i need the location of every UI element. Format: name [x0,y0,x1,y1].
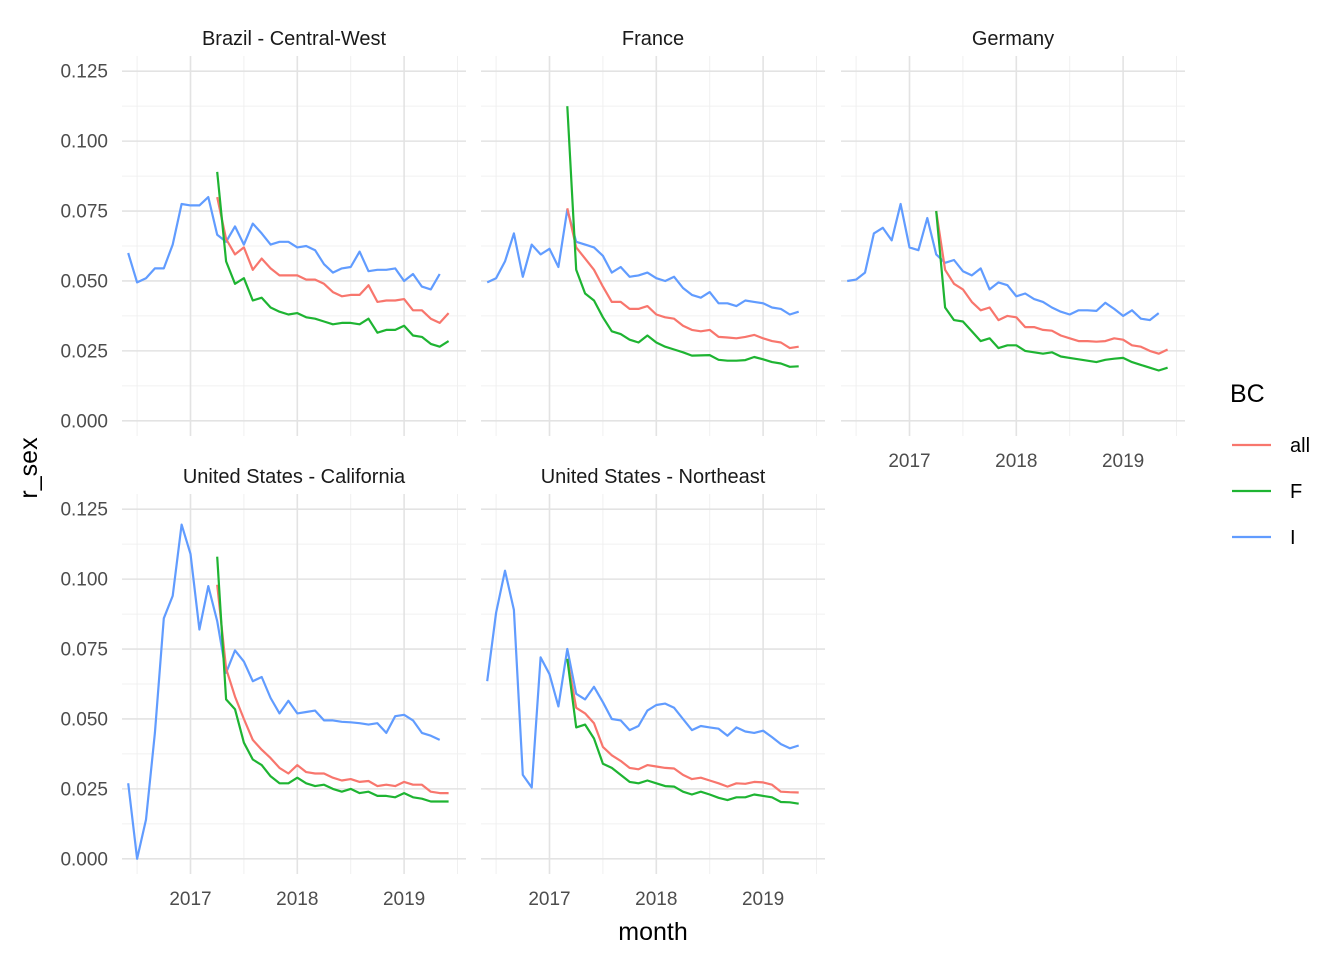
panel-2: Germany [841,28,1185,436]
panel-3: United States - California [122,466,466,874]
legend-label-I: I [1290,527,1296,549]
series-line-F [566,106,799,368]
panel-title: Brazil - Central-West [202,28,387,50]
x-tick-label: 2017 [528,889,570,910]
legend: BC all F I [1230,380,1310,549]
series-line-all [935,210,1169,355]
x-tick-label: 2017 [169,889,211,910]
panel-title: France [622,28,684,50]
series-line-I [127,196,441,291]
axis-labels: 0.000 0.025 0.050 0.075 0.100 0.125 2017 2018 20… [60,62,1144,910]
panel-1: France [481,28,825,436]
y-tick-label: 0.100 [60,570,108,591]
y-tick-label: 0.125 [60,62,108,83]
x-tick-label: 2018 [995,451,1037,472]
series-line-all [216,584,449,795]
series-line-F [935,210,1168,372]
x-tick-label: 2018 [635,889,677,910]
series-line-F [566,658,799,805]
y-tick-label: 0.050 [60,709,108,730]
series-line-F [216,556,449,803]
y-tick-label: 0.125 [60,500,108,521]
y-tick-label: 0.025 [60,341,108,362]
legend-label-all: all [1290,435,1310,457]
x-tick-label: 2018 [276,889,318,910]
legend-title: BC [1230,380,1265,408]
y-tick-label: 0.050 [60,271,108,292]
series-line-all [566,658,799,794]
series-line-I [847,202,1160,322]
y-tick-label: 0.025 [60,779,108,800]
y-axis-title: r_sex [15,437,43,499]
y-tick-label: 0.100 [60,132,108,153]
y-tick-label: 0.000 [60,849,108,870]
panel-title: Germany [972,28,1054,50]
chart-panels: Brazil - Central-West France Germany United… [122,28,1185,874]
panel-4: United States - Northeast [481,466,825,874]
legend-label-F: F [1290,481,1302,503]
x-tick-label: 2019 [742,889,784,910]
panel-title: United States - Northeast [541,466,766,488]
series-line-I [486,208,800,316]
y-tick-label: 0.075 [60,202,108,223]
series-line-I [127,523,441,860]
panel-title: United States - California [183,466,406,488]
y-tick-label: 0.075 [60,640,108,661]
series-line-all [566,207,799,350]
series-line-all [216,196,450,324]
series-line-I [486,569,800,789]
series-line-F [216,171,450,348]
x-tick-label: 2019 [383,889,425,910]
x-tick-label: 2019 [1102,451,1144,472]
y-tick-label: 0.000 [60,411,108,432]
x-tick-label: 2017 [888,451,930,472]
panel-0: Brazil - Central-West [122,28,466,436]
x-axis-title: month [618,918,687,946]
